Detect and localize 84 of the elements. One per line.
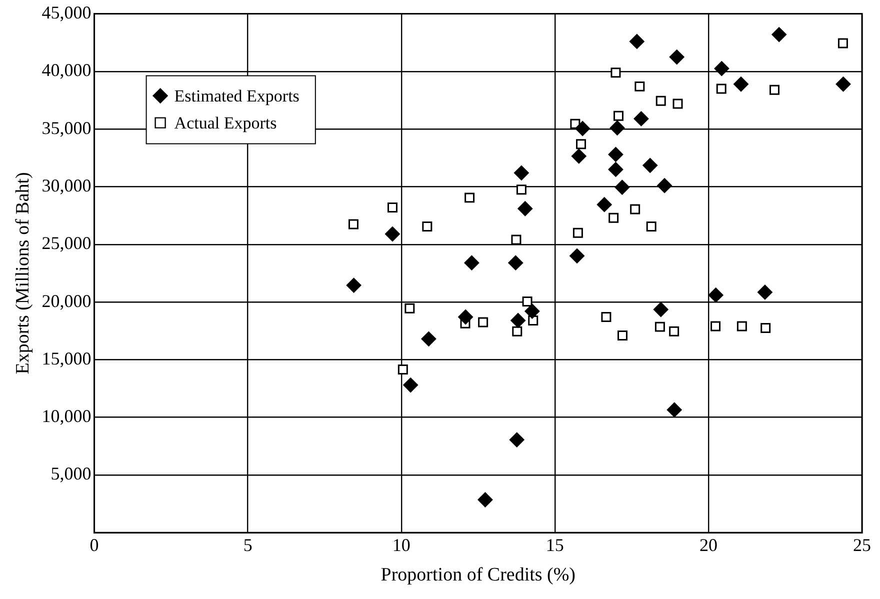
- point: [838, 38, 848, 48]
- point: [403, 378, 418, 393]
- point: [387, 202, 398, 212]
- point: [654, 322, 665, 332]
- x-tick-label: 25: [853, 535, 871, 556]
- point: [669, 50, 684, 65]
- point: [571, 148, 586, 164]
- point: [613, 110, 624, 121]
- x-axis-title: Proportion of Credits (%): [380, 564, 576, 586]
- point: [610, 68, 621, 78]
- point: [769, 84, 780, 95]
- point: [710, 321, 721, 332]
- point: [575, 121, 590, 136]
- point: [522, 296, 532, 306]
- point: [601, 312, 612, 322]
- point: [404, 303, 415, 314]
- x-tick-label: 5: [243, 535, 252, 556]
- point: [524, 304, 540, 319]
- point: [629, 34, 644, 49]
- point: [610, 120, 625, 136]
- point: [478, 317, 488, 328]
- point: [509, 432, 524, 448]
- point: [464, 192, 475, 203]
- point: [398, 364, 408, 374]
- y-tick-label: 40,000: [42, 60, 92, 80]
- y-tick-label: 30,000: [42, 175, 92, 196]
- point: [596, 197, 612, 212]
- point: [757, 284, 772, 300]
- point: [666, 402, 682, 418]
- point: [736, 321, 747, 332]
- point: [346, 278, 362, 293]
- point: [617, 330, 628, 340]
- point: [760, 322, 771, 333]
- y-tick-label: 35,000: [42, 118, 92, 138]
- point: [642, 158, 658, 173]
- x-tick-label: 0: [90, 535, 99, 556]
- point: [734, 76, 749, 92]
- point: [708, 288, 724, 303]
- x-tick-label: 20: [699, 535, 718, 556]
- x-tick-label: 15: [546, 535, 564, 556]
- point: [634, 111, 649, 126]
- point: [422, 222, 432, 232]
- y-axis-title: Exports (Millions of Baht): [12, 172, 34, 374]
- point: [614, 180, 630, 195]
- point: [772, 27, 787, 42]
- point: [384, 226, 400, 242]
- y-tick-label: 10,000: [42, 406, 92, 426]
- point: [672, 98, 683, 109]
- point: [512, 326, 522, 336]
- point: [510, 312, 526, 328]
- legend-label: Actual Exports: [174, 113, 277, 132]
- point: [511, 234, 522, 245]
- point: [656, 96, 666, 106]
- point: [714, 61, 730, 76]
- y-tick-label: 15,000: [42, 348, 92, 368]
- point: [570, 248, 585, 264]
- point: [608, 212, 619, 223]
- point: [514, 165, 529, 180]
- y-tick-label: 45,000: [42, 2, 92, 23]
- point: [836, 76, 851, 92]
- legend-label: Estimated Exports: [174, 86, 300, 106]
- point: [518, 201, 533, 216]
- point: [657, 178, 672, 194]
- point: [646, 222, 656, 232]
- point: [348, 219, 358, 230]
- x-tick-label: 10: [392, 535, 410, 556]
- point: [653, 302, 668, 318]
- y-tick-label: 25,000: [42, 233, 92, 254]
- point: [634, 81, 645, 92]
- y-tick-label: 20,000: [42, 290, 92, 311]
- point: [669, 326, 680, 336]
- point: [508, 255, 524, 270]
- point: [458, 310, 474, 325]
- point: [572, 228, 583, 238]
- point: [576, 139, 586, 150]
- point: [421, 331, 436, 346]
- point: [478, 492, 493, 508]
- point: [464, 255, 480, 270]
- point: [630, 204, 640, 214]
- point: [608, 162, 624, 177]
- point: [716, 84, 726, 94]
- point: [608, 146, 624, 162]
- point: [516, 184, 526, 195]
- y-tick-label: 5,000: [50, 464, 92, 484]
